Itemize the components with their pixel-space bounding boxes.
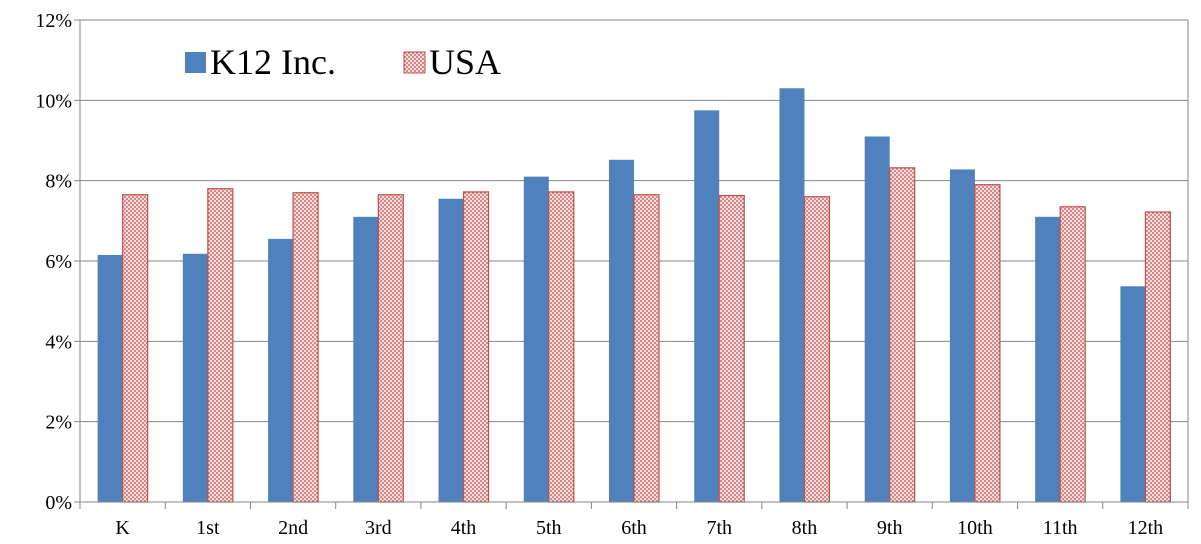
bar-k12 (949, 169, 975, 503)
y-tick-label: 4% (45, 331, 72, 353)
bar-k12 (353, 216, 379, 503)
bar-k12 (609, 159, 634, 502)
bar-usa (974, 184, 1001, 503)
bar-usa (718, 194, 745, 503)
bar-k12 (694, 110, 720, 502)
bar-k12 (779, 88, 805, 503)
bar-k12 (1035, 216, 1061, 503)
bar-usa (1144, 211, 1171, 503)
bar-k12 (864, 136, 890, 502)
bar-usa (122, 194, 149, 503)
bar-k12 (523, 176, 549, 502)
x-tick-label: 2nd (278, 517, 308, 539)
bar-usa (292, 192, 319, 503)
x-tick-label: 12th (1128, 517, 1164, 539)
y-tick-label: 8% (45, 171, 72, 193)
bar-usa (377, 194, 404, 503)
x-tick-label: 4th (451, 517, 477, 539)
x-tick-label: 1st (196, 517, 220, 539)
x-tick-label: 5th (536, 517, 562, 539)
x-tick-label: 10th (957, 517, 993, 539)
bar-k12 (268, 238, 294, 503)
x-tick-label: 11th (1043, 517, 1078, 539)
bar-usa (462, 191, 490, 503)
y-tick-label: 10% (35, 90, 72, 112)
y-tick-label: 0% (45, 492, 72, 514)
bar-usa (889, 167, 916, 503)
bar-k12 (438, 198, 464, 502)
legend-label-usa: USA (429, 42, 501, 82)
bars (97, 88, 1171, 503)
legend-swatch-k12 (185, 52, 206, 73)
bar-usa (1059, 206, 1086, 503)
x-tick-label: 8th (792, 517, 818, 539)
bar-usa (207, 188, 234, 503)
y-tick-label: 12% (35, 10, 72, 32)
legend-label-k12: K12 Inc. (210, 42, 336, 82)
x-tick-label: 6th (621, 517, 647, 539)
legend: K12 Inc. USA (185, 42, 501, 82)
bar-k12 (182, 253, 208, 502)
legend-swatch-usa (403, 51, 426, 74)
y-tick-label: 2% (45, 412, 72, 434)
y-tick-label: 6% (45, 251, 72, 273)
bar-k12 (97, 254, 123, 502)
x-tick-label: 3rd (365, 517, 392, 539)
x-tick-label: 9th (877, 517, 903, 539)
axes: 0% 2% 4% 6% 8% 10% 12% K 1st 2nd 3rd 4th 5th 6th 7th 8t… (35, 10, 1189, 539)
x-tick-label: K (115, 517, 130, 539)
bar-usa (548, 191, 575, 503)
x-tick-label: 7th (706, 517, 732, 539)
bar-usa (633, 194, 660, 503)
bar-usa (803, 196, 831, 503)
bar-k12 (1120, 286, 1146, 502)
